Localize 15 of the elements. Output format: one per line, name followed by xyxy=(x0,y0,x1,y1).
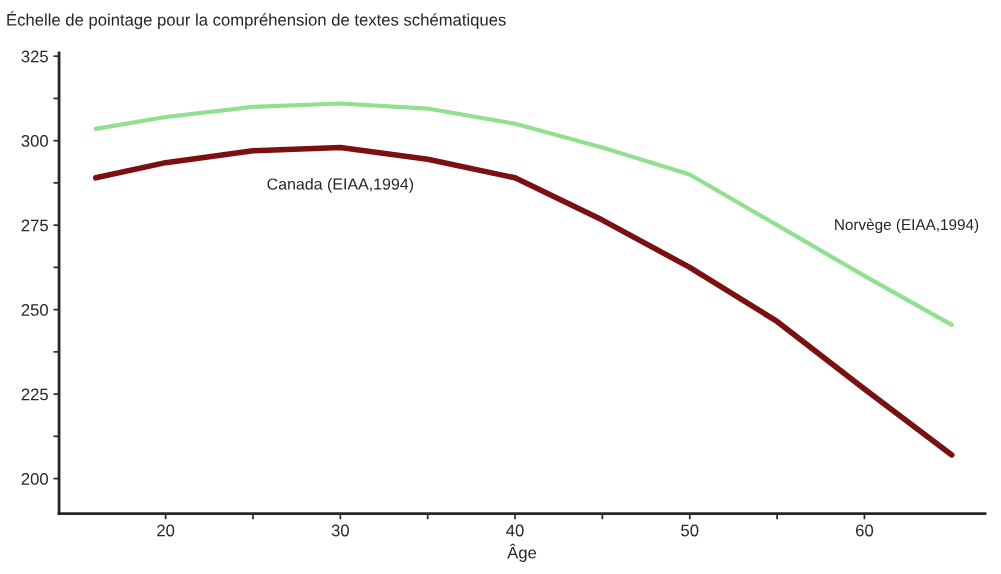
y-tick-label: 200 xyxy=(21,472,48,485)
x-axis-title: Âge xyxy=(507,543,537,562)
y-tick-label: 275 xyxy=(21,219,48,232)
y-tick-label: 325 xyxy=(21,50,48,63)
x-tick-label: 40 xyxy=(506,524,524,537)
series-label: Norvège (EIAA,1994) xyxy=(835,218,979,234)
series-label: Canada (EIAA,1994) xyxy=(267,177,414,193)
y-axis-title: Échelle de pointage pour la compréhension de textes schématiques xyxy=(7,11,506,30)
y-tick-label: 225 xyxy=(21,388,48,401)
x-tick-label: 30 xyxy=(331,524,349,537)
y-tick-label: 300 xyxy=(21,135,48,147)
y-tick-label: 250 xyxy=(21,304,48,316)
x-tick-label: 50 xyxy=(681,524,699,537)
x-tick-label: 20 xyxy=(157,524,175,537)
x-tick-label: 60 xyxy=(856,524,874,537)
